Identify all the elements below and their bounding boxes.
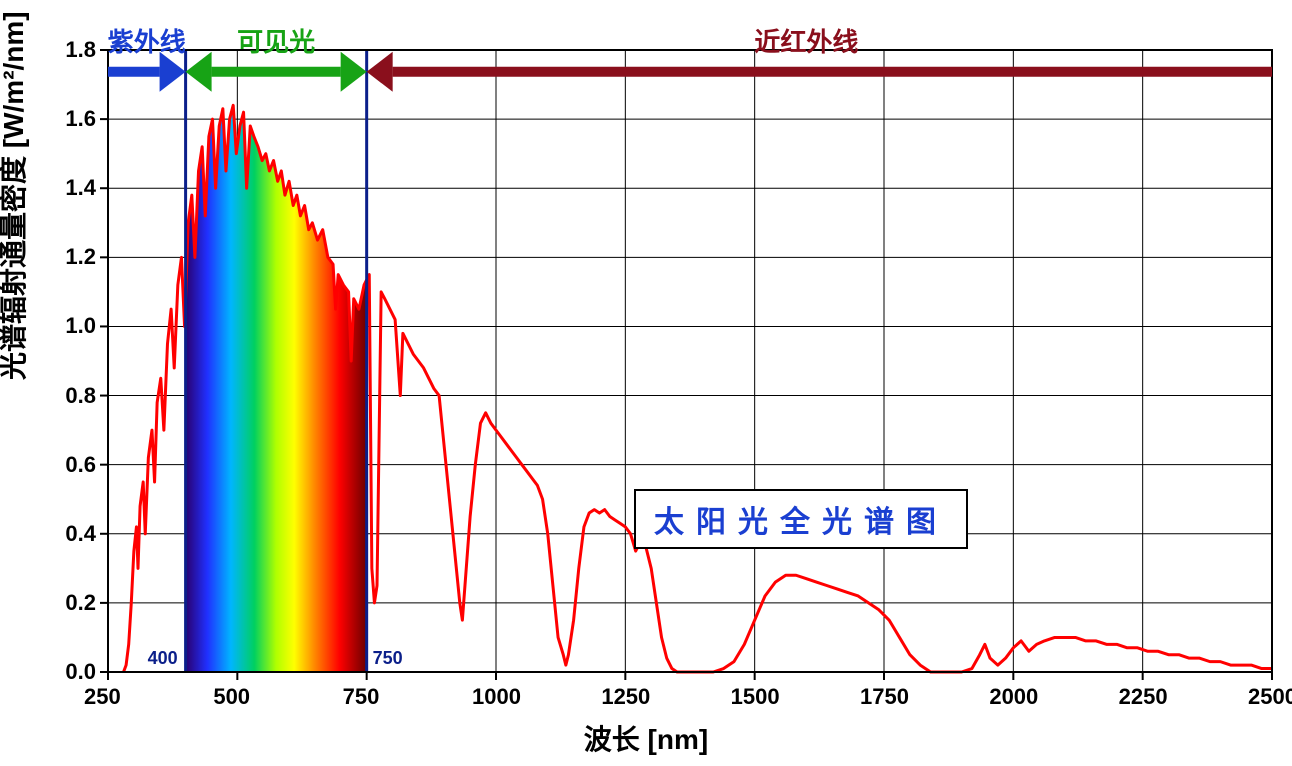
y-tick-label: 1.8 [65, 37, 96, 63]
x-tick-label: 1750 [860, 684, 909, 710]
y-tick-label: 0.4 [65, 521, 96, 547]
y-tick-label: 1.4 [65, 175, 96, 201]
x-tick-label: 1000 [472, 684, 521, 710]
chart-svg [0, 0, 1292, 766]
y-axis-label: 光谱辐射通量密度 [W/m²/nm] [0, 11, 32, 380]
y-tick-label: 0.8 [65, 383, 96, 409]
y-tick-label: 1.6 [65, 106, 96, 132]
band-marker-750: 750 [373, 648, 403, 669]
region-label-2: 近红外线 [754, 22, 858, 59]
region-label-1: 可见光 [237, 22, 315, 59]
x-tick-label: 1250 [601, 684, 650, 710]
y-tick-label: 0.6 [65, 452, 96, 478]
x-tick-label: 500 [213, 684, 250, 710]
y-tick-label: 0.0 [65, 659, 96, 685]
x-tick-label: 2500 [1248, 684, 1292, 710]
x-tick-label: 2250 [1119, 684, 1168, 710]
chart-title-box: 太阳光全光谱图 [634, 489, 968, 549]
x-tick-label: 1500 [731, 684, 780, 710]
solar-spectrum-chart: 光谱辐射通量密度 [W/m²/nm] 波长 [nm] 太阳光全光谱图 [0, 0, 1292, 766]
band-marker-400: 400 [148, 648, 178, 669]
y-tick-label: 1.0 [65, 313, 96, 339]
x-tick-label: 750 [343, 684, 380, 710]
chart-title-text: 太阳光全光谱图 [654, 506, 948, 539]
x-tick-label: 250 [84, 684, 121, 710]
y-tick-label: 1.2 [65, 244, 96, 270]
y-tick-label: 0.2 [65, 590, 96, 616]
x-tick-label: 2000 [989, 684, 1038, 710]
region-label-0: 紫外线 [108, 22, 186, 59]
x-axis-label: 波长 [nm] [584, 718, 708, 758]
